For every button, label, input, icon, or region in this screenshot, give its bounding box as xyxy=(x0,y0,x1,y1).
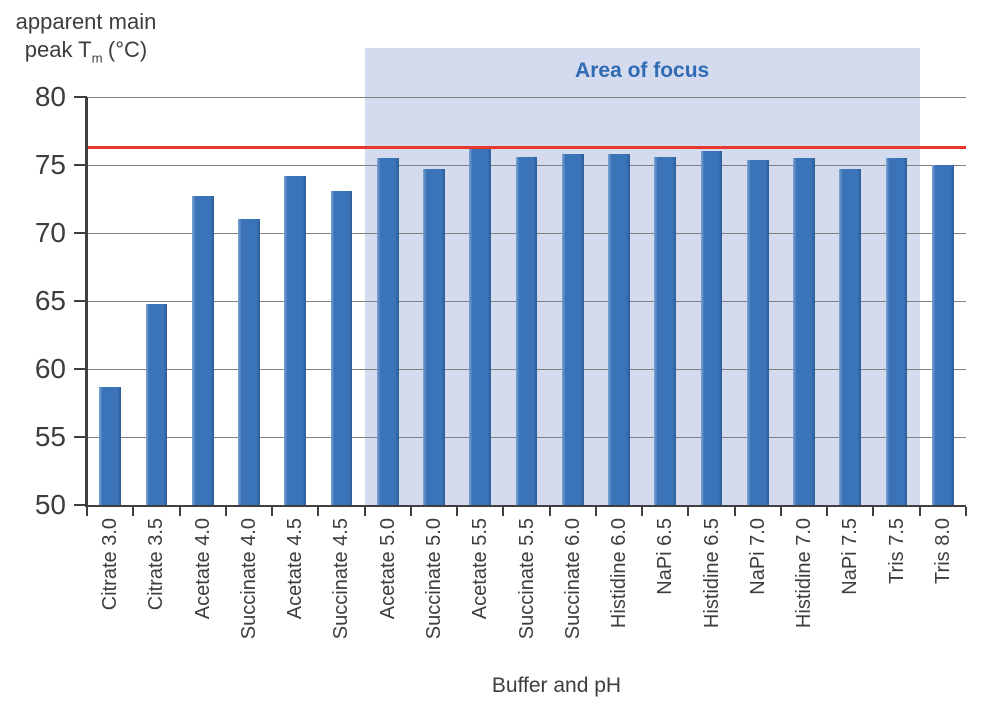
y-tick-mark-55 xyxy=(74,436,87,438)
plot-area: Area of focus xyxy=(85,48,966,507)
x-label-succinate-6.0: Succinate 6.0 xyxy=(561,518,584,640)
bar-acetate-4.0 xyxy=(191,196,214,505)
x-tick-mark-14 xyxy=(733,507,736,516)
x-tick-mark-4 xyxy=(271,507,274,516)
bar-acetate-4.5 xyxy=(284,175,307,505)
bar-napi-6.5 xyxy=(654,156,677,505)
x-tick-mark-10 xyxy=(548,507,551,516)
x-tick-mark-0 xyxy=(86,507,88,516)
x-label-acetate-4.0: Acetate 4.0 xyxy=(191,518,214,620)
x-tick-mark-16 xyxy=(826,507,829,516)
bar-tris-8.0 xyxy=(931,165,954,505)
y-tick-label-65: 65 xyxy=(34,285,66,316)
y-tick-label-50: 50 xyxy=(34,489,66,520)
y-tick-mark-50 xyxy=(74,504,87,506)
x-tick-mark-6 xyxy=(363,507,366,516)
x-label-acetate-4.5: Acetate 4.5 xyxy=(284,518,307,620)
focus-region-label: Area of focus xyxy=(575,59,710,82)
x-tick-mark-8 xyxy=(456,507,459,516)
x-label-histidine-6.5: Histidine 6.5 xyxy=(700,518,723,629)
x-tick-mark-13 xyxy=(687,507,690,516)
y-axis-title-line2: peak Tm (°C) xyxy=(4,36,168,67)
x-label-acetate-5.0: Acetate 5.0 xyxy=(376,518,399,620)
x-tick-mark-17 xyxy=(872,507,875,516)
x-label-napi-7.5: NaPi 7.5 xyxy=(839,518,862,595)
y-tick-mark-70 xyxy=(74,231,87,234)
x-label-napi-6.5: NaPi 6.5 xyxy=(654,518,677,595)
y-tick-mark-65 xyxy=(74,300,87,302)
bar-citrate-3.5 xyxy=(145,303,168,505)
focus-region: Area of focus xyxy=(364,48,920,505)
y-tick-mark-80 xyxy=(74,96,87,98)
x-tick-mark-15 xyxy=(779,507,782,516)
bar-histidine-7.0 xyxy=(793,158,815,505)
bar-succinate-4.0 xyxy=(238,219,260,505)
x-label-histidine-6.0: Histidine 6.0 xyxy=(608,518,631,629)
x-tick-mark-12 xyxy=(641,507,644,516)
bar-histidine-6.0 xyxy=(608,154,630,505)
x-tick-mark-19 xyxy=(965,507,967,516)
bar-napi-7.0 xyxy=(746,159,769,505)
bar-succinate-6.0 xyxy=(561,154,584,505)
x-label-succinate-5.5: Succinate 5.5 xyxy=(515,518,538,640)
y-axis: 50 55 60 65 70 75 80 xyxy=(0,83,87,519)
y-axis-title-line2-prefix: peak T xyxy=(24,37,92,63)
x-axis-title: Buffer and pH xyxy=(491,674,622,697)
bar-acetate-5.0 xyxy=(376,158,399,505)
y-axis-line xyxy=(85,97,88,505)
x-axis: Citrate 3.0 Citrate 3.5 Acetate 4.0 Succina… xyxy=(86,505,967,723)
x-tick-mark-7 xyxy=(409,507,412,516)
y-tick-label-70: 70 xyxy=(34,216,66,248)
bar-succinate-4.5 xyxy=(330,190,353,505)
bar-succinate-5.0 xyxy=(423,169,445,505)
x-tick-mark-9 xyxy=(502,507,505,516)
y-tick-label-60: 60 xyxy=(34,352,66,384)
bar-tris-7.5 xyxy=(885,158,908,505)
x-tick-mark-3 xyxy=(224,507,227,516)
x-tick-mark-2 xyxy=(178,507,181,516)
x-label-napi-7.0: NaPi 7.0 xyxy=(746,518,769,595)
bar-acetate-5.5 xyxy=(469,147,492,505)
x-tick-mark-5 xyxy=(317,507,320,516)
y-axis-title: apparent main peak Tm (°C) xyxy=(4,8,168,67)
bar-citrate-3.0 xyxy=(99,386,121,505)
y-tick-label-75: 75 xyxy=(34,148,66,180)
y-axis-title-line1: apparent main xyxy=(15,9,157,34)
x-tick-mark-11 xyxy=(594,507,597,516)
x-label-tris-8.0: Tris 8.0 xyxy=(931,518,954,584)
x-tick-mark-18 xyxy=(918,507,921,516)
y-tick-label-80: 80 xyxy=(34,81,66,112)
tm-subscript: m xyxy=(91,50,103,66)
bar-histidine-6.5 xyxy=(700,151,723,505)
bar-napi-7.5 xyxy=(839,169,862,505)
reference-line xyxy=(87,146,966,149)
x-label-acetate-5.5: Acetate 5.5 xyxy=(469,518,492,620)
y-axis-title-unit: (°C) xyxy=(107,37,148,63)
y-tick-mark-60 xyxy=(74,367,87,370)
x-label-succinate-4.5: Succinate 4.5 xyxy=(330,518,353,640)
x-axis-line xyxy=(85,504,966,507)
x-tick-mark-1 xyxy=(132,507,135,516)
x-label-citrate-3.0: Citrate 3.0 xyxy=(99,518,122,611)
gridline-80 xyxy=(87,96,966,98)
x-label-tris-7.5: Tris 7.5 xyxy=(885,518,908,584)
y-tick-label-55: 55 xyxy=(34,421,66,452)
x-label-histidine-7.0: Histidine 7.0 xyxy=(793,518,816,629)
x-label-succinate-4.0: Succinate 4.0 xyxy=(237,518,260,640)
y-tick-mark-75 xyxy=(74,163,87,166)
x-label-succinate-5.0: Succinate 5.0 xyxy=(422,518,445,640)
bar-succinate-5.5 xyxy=(515,156,538,505)
x-label-citrate-3.5: Citrate 3.5 xyxy=(145,518,168,611)
